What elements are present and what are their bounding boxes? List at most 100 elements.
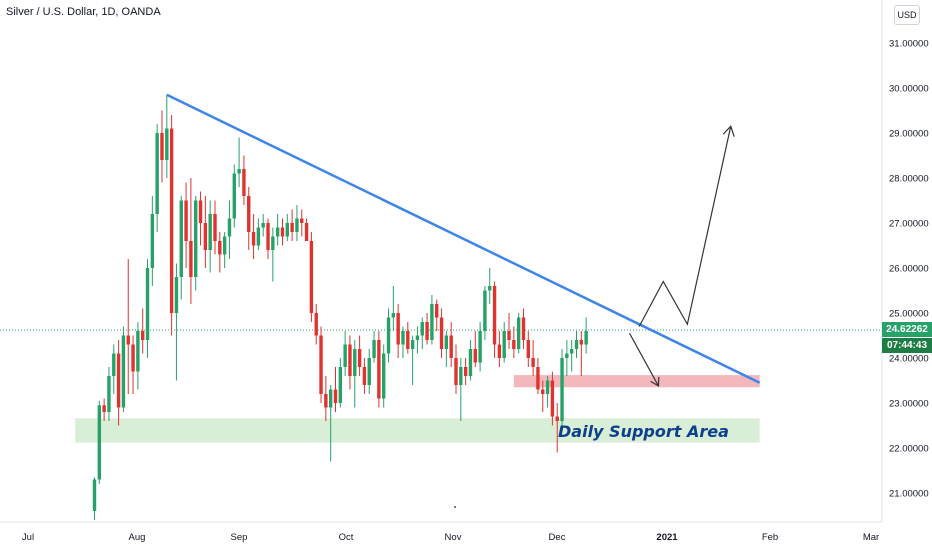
candle-body	[439, 317, 444, 349]
candle-body	[391, 313, 396, 318]
candle-body	[507, 331, 511, 340]
candle-body	[372, 340, 376, 358]
projection-arrowhead	[722, 125, 735, 137]
support-zone	[75, 418, 760, 443]
marker-dot	[454, 506, 456, 508]
candle-body	[251, 232, 256, 246]
candle-body	[126, 335, 130, 345]
candle-body	[492, 286, 497, 345]
candle-body	[131, 344, 135, 372]
candle-body	[198, 200, 203, 223]
candle-body	[584, 331, 588, 345]
candle-body	[526, 340, 530, 358]
candle-body	[463, 367, 468, 376]
candle-body	[541, 389, 545, 394]
candle-body	[165, 128, 169, 160]
candle-body	[377, 340, 381, 399]
candle-body	[280, 227, 285, 237]
candle-body	[396, 313, 400, 345]
y-tick-label: 22.00000	[889, 444, 929, 455]
candle-body	[362, 367, 367, 385]
candle-body	[430, 304, 434, 340]
candle-body	[516, 317, 521, 349]
candle-body	[574, 340, 579, 349]
candle-body	[160, 133, 164, 160]
candle-body	[155, 133, 159, 214]
down-arrowhead	[650, 376, 660, 387]
candle-body	[314, 313, 318, 336]
candle-body	[107, 376, 111, 412]
support-area-label: Daily Support Area	[558, 422, 729, 441]
candle-body	[478, 331, 482, 363]
candle-body	[222, 236, 227, 255]
currency-button[interactable]: USD	[894, 5, 920, 25]
candle-body	[386, 317, 391, 354]
candle-body	[343, 344, 347, 367]
y-tick-label: 21.00000	[889, 489, 929, 500]
candle-body	[560, 358, 564, 421]
candle-body	[338, 367, 343, 403]
candle-body	[203, 223, 208, 250]
candle-body	[328, 389, 333, 408]
x-tick-label: Jul	[22, 532, 34, 543]
y-tick-label: 30.00000	[889, 84, 929, 95]
candle-body	[92, 479, 97, 511]
x-tick-label: 2021	[656, 532, 678, 543]
candle-body	[290, 223, 294, 232]
candle-body	[121, 335, 126, 408]
candle-body	[319, 335, 323, 394]
x-tick-label: Aug	[129, 532, 146, 543]
candle-body	[184, 200, 188, 241]
chart-title: Silver / U.S. Dollar, 1D, OANDA	[6, 6, 161, 18]
x-tick-label: Oct	[339, 532, 354, 543]
y-tick-label: 31.00000	[889, 39, 929, 50]
descending-trendline	[166, 93, 761, 384]
candle-body	[247, 196, 251, 232]
candle-body	[208, 214, 212, 250]
y-tick-label: 29.00000	[889, 129, 929, 140]
candle-body	[275, 227, 280, 237]
countdown-badge: 07:44:43	[882, 337, 932, 353]
candle-body	[488, 286, 492, 291]
candle-body	[357, 349, 362, 367]
candle-body	[401, 331, 405, 345]
projection-path	[638, 126, 732, 327]
candle-body	[410, 340, 415, 349]
candle-body	[454, 358, 458, 385]
y-tick-label: 23.00000	[889, 399, 929, 410]
candle-body	[531, 358, 535, 367]
candle-body	[444, 335, 449, 349]
candle-body	[116, 353, 121, 408]
candle-body	[97, 405, 102, 480]
candle-body	[497, 344, 502, 358]
x-tick-label: Sep	[231, 532, 248, 543]
down-arrow-line	[628, 332, 659, 387]
candle-body	[555, 416, 559, 421]
candle-body	[550, 380, 555, 417]
candle-body	[473, 349, 477, 363]
candle-body	[324, 394, 328, 408]
resistance-zone	[513, 375, 760, 388]
candle-body	[545, 380, 550, 394]
candle-body	[521, 317, 526, 340]
candle-body	[468, 349, 473, 376]
x-tick-label: Nov	[445, 532, 462, 543]
candle-body	[579, 340, 584, 345]
candle-body	[483, 290, 487, 331]
candle-body	[213, 214, 217, 241]
candle-body	[420, 322, 424, 336]
candle-body	[459, 367, 463, 385]
y-tick-label: 26.00000	[889, 264, 929, 275]
candle-body	[309, 241, 314, 313]
y-tick-label: 25.00000	[889, 309, 929, 320]
candle-body	[271, 236, 275, 250]
candle-body	[382, 353, 386, 399]
candle-body	[415, 335, 420, 340]
candle-body	[406, 331, 410, 349]
candle-body	[285, 223, 289, 237]
x-tick-label: Dec	[549, 532, 566, 543]
x-tick-label: Feb	[762, 532, 778, 543]
candle-body	[295, 218, 299, 232]
y-tick-label: 27.00000	[889, 219, 929, 230]
